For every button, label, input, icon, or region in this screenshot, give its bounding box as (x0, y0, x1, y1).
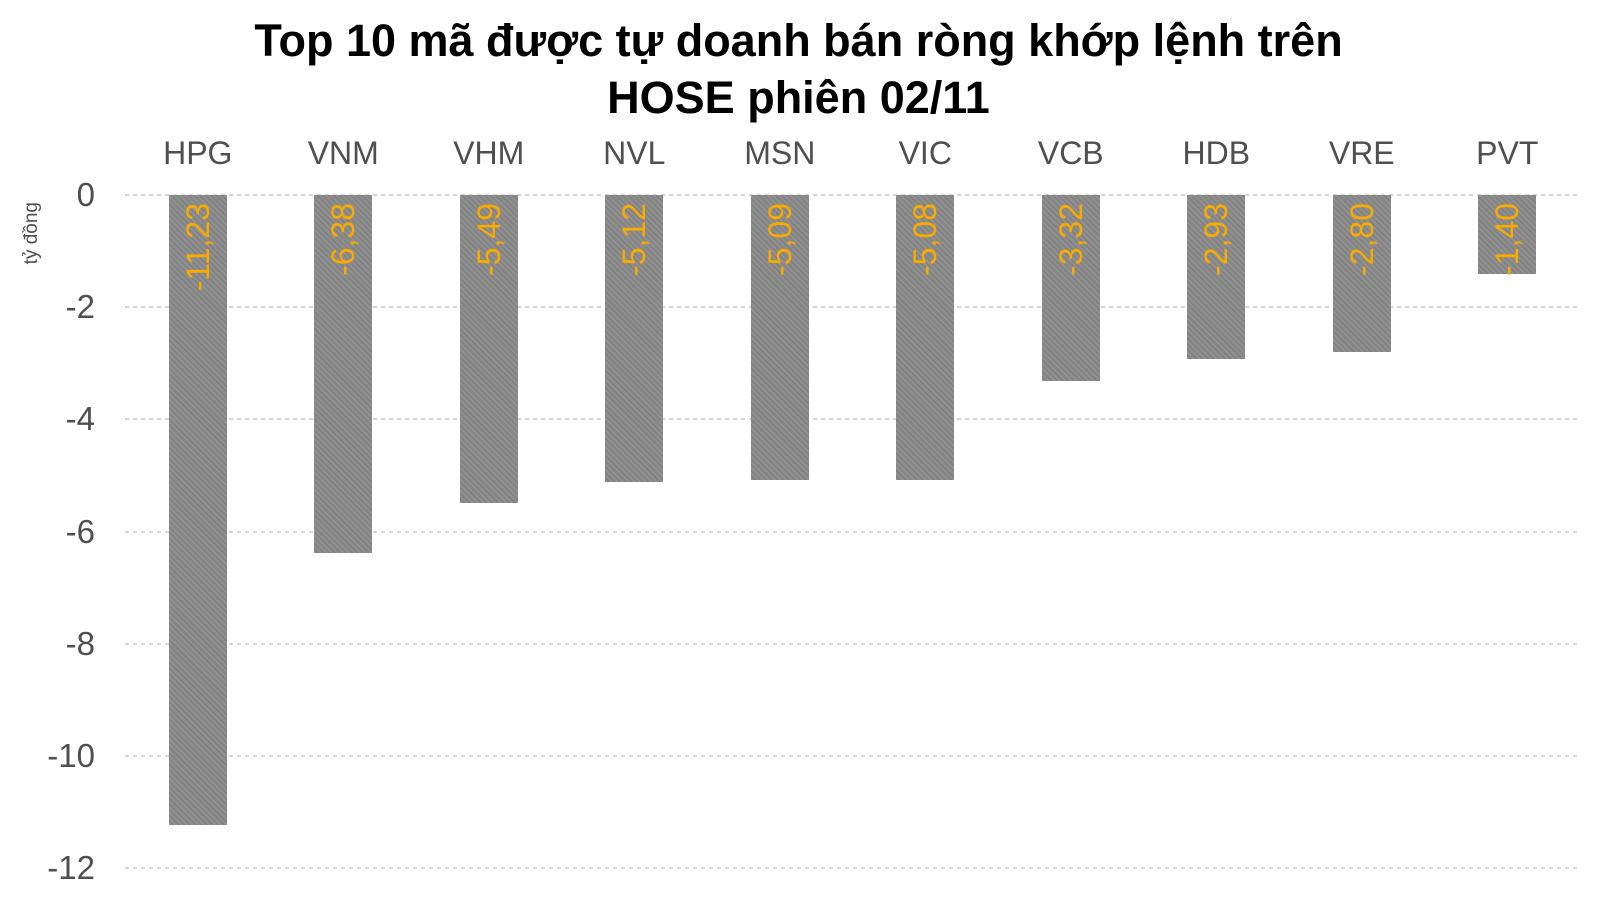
chart-title-line-2: HOSE phiên 02/11 (607, 72, 990, 123)
bar-msn (750, 195, 809, 481)
gridline (125, 306, 1580, 309)
x-category-label-nvl: NVL (603, 135, 666, 171)
bar-value-label-vhm: -5,49 (470, 203, 507, 276)
bar-value-label-vcb: -3,32 (1052, 203, 1089, 276)
y-axis-tick-label: -10 (47, 736, 95, 774)
bar-value-label-hpg: -11,23 (179, 203, 216, 292)
bar-value-label-vre: -2,80 (1343, 203, 1380, 276)
y-axis-tick-label: -12 (47, 849, 95, 886)
bar-nvl (605, 195, 664, 483)
x-category-label-vhm: VHM (453, 135, 525, 171)
bar-pvt (1478, 195, 1537, 274)
bar-value-label-vic: -5,08 (907, 203, 944, 276)
gridline (125, 194, 1580, 196)
bar-value-label-vnm: -6,38 (325, 203, 362, 276)
x-category-label-vic: VIC (898, 135, 952, 171)
x-category-label-hdb: HDB (1182, 135, 1251, 171)
bar-value-label-pvt: -1,40 (1489, 203, 1526, 276)
x-category-label-vcb: VCB (1037, 135, 1104, 171)
y-axis-tick-label: -2 (65, 288, 95, 326)
chart-title: Top 10 mã được tự doanh bán ròng khớp lệ… (0, 12, 1597, 126)
bar-vnm (314, 195, 373, 553)
chart-title-line-1: Top 10 mã được tự doanh bán ròng khớp lệ… (254, 15, 1343, 66)
y-axis-tick-label: -6 (65, 512, 95, 550)
y-axis-tick-label: -8 (65, 624, 95, 662)
bar-vre (1332, 195, 1391, 353)
bar-vhm (459, 195, 518, 503)
bar-value-label-nvl: -5,12 (616, 203, 653, 276)
gridline (125, 642, 1580, 645)
bar-value-label-msn: -5,09 (761, 203, 798, 276)
gridline (125, 418, 1580, 421)
bar-vcb (1041, 195, 1100, 382)
gridline (125, 530, 1580, 533)
bar-hpg (168, 195, 227, 825)
gridline (125, 754, 1580, 757)
y-axis-tick-label: 0 (76, 176, 95, 213)
x-category-label-msn: MSN (744, 135, 816, 171)
x-category-label-hpg: HPG (163, 135, 233, 171)
x-category-label-vnm: VNM (307, 135, 379, 171)
bar-value-label-hdb: -2,93 (1198, 203, 1235, 276)
y-axis-tick-label: -4 (65, 400, 95, 438)
x-category-label-pvt: PVT (1476, 135, 1539, 171)
gridline (125, 867, 1580, 869)
x-category-label-vre: VRE (1328, 135, 1395, 171)
bar-vic (896, 195, 955, 480)
bar-hdb (1187, 195, 1246, 360)
